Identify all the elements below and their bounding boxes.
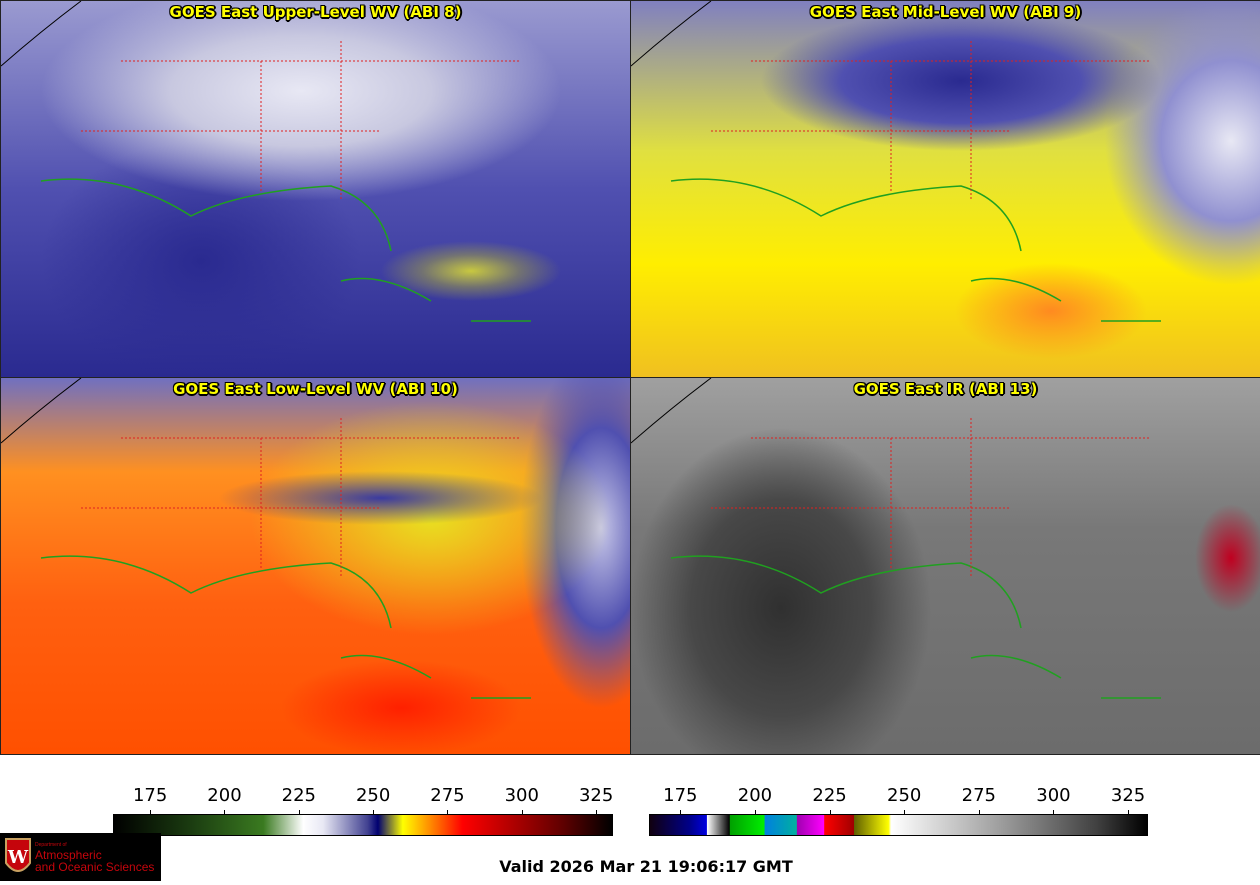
svg-text:Department of: Department of: [35, 842, 67, 848]
svg-text:W: W: [7, 847, 29, 868]
colorbar-tick: [150, 810, 152, 814]
colorbar-tick: [373, 810, 375, 814]
colorbar-tick: [829, 810, 831, 814]
svg-text:and Oceanic Sciences: and Oceanic Sciences: [35, 860, 154, 874]
colorbar-tick-label: 175: [132, 785, 168, 806]
colorbar-tick: [904, 810, 906, 814]
panel-low-level-wv: GOES East Low-Level WV (ABI 10): [0, 377, 631, 755]
panel-ir: GOES East IR (ABI 13): [630, 377, 1260, 755]
colorbar-tick: [754, 810, 756, 814]
colorbar-tick-label: 200: [207, 785, 242, 806]
uw-crest-icon: W Department of Atmospheric and Oceanic …: [5, 838, 154, 874]
svg-text:Atmospheric: Atmospheric: [35, 848, 102, 862]
valid-time: Valid 2026 Mar 21 19:06:17 GMT: [499, 857, 793, 876]
panel-title: GOES East Mid-Level WV (ABI 9): [809, 3, 1082, 21]
colorbar-tick-label: 225: [812, 785, 847, 806]
colorbar-tick: [978, 810, 980, 814]
panel-title: GOES East Low-Level WV (ABI 10): [173, 380, 458, 398]
colorbar-tick: [447, 810, 449, 814]
colorbar-tick: [596, 810, 598, 814]
colorbar-tick-label: 325: [578, 785, 614, 806]
map-borders: [1, 378, 531, 699]
colorbar-tick-label: 300: [1036, 785, 1071, 806]
aos-logo: W Department of Atmospheric and Oceanic …: [0, 833, 161, 881]
colorbar-tick-label: 250: [887, 785, 922, 806]
colorbar-tick-label: 200: [737, 785, 773, 806]
colorbar-tick-label: 300: [504, 785, 539, 806]
colorbar-tick-label: 175: [663, 785, 698, 806]
panel-title: GOES East Upper-Level WV (ABI 8): [169, 3, 462, 21]
colorbar-tick-label: 225: [281, 785, 316, 806]
colorbar-tick-label: 275: [430, 785, 465, 806]
colorbar-tick: [1053, 810, 1055, 814]
colorbar-tick: [1128, 810, 1130, 814]
colorbar-tick: [680, 810, 682, 814]
panel-title: GOES East IR (ABI 13): [853, 380, 1038, 398]
colorbar-tick-label: 250: [355, 785, 391, 806]
panel-upper-level-wv: GOES East Upper-Level WV (ABI 8): [0, 0, 631, 378]
colorbar-tick-label: 275: [961, 785, 996, 806]
colorbar-tick: [521, 810, 523, 814]
colorbar-tick: [224, 810, 226, 814]
panel-mid-level-wv: GOES East Mid-Level WV (ABI 9): [630, 0, 1260, 378]
ir-colorbar: [649, 814, 1148, 836]
wv-colorbar: [113, 814, 613, 836]
map-borders: [631, 1, 1161, 322]
map-borders: [631, 378, 1161, 699]
colorbar-tick-label: 325: [1110, 785, 1146, 806]
colorbar-tick: [298, 810, 300, 814]
map-borders: [1, 1, 531, 322]
